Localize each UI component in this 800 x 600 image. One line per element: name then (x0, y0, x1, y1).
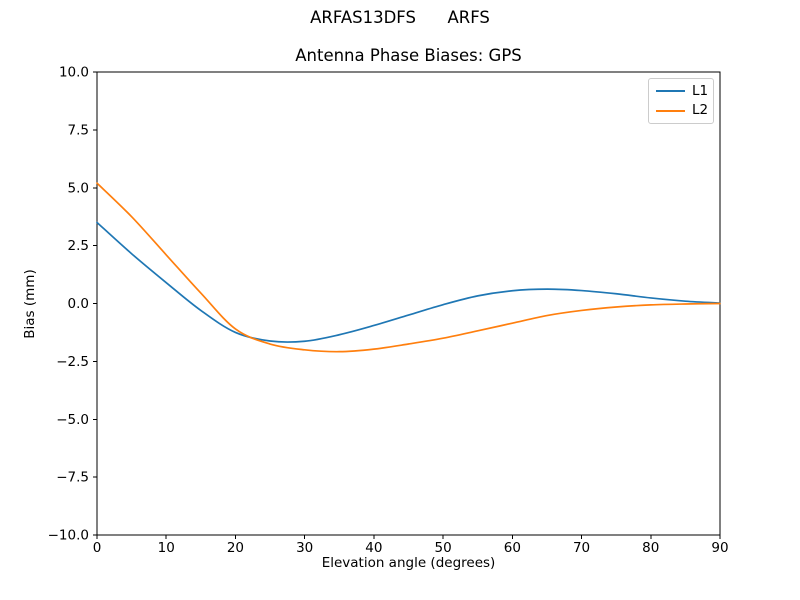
legend-entry-l2: L2 (656, 102, 709, 118)
legend-entry-l1: L1 (656, 82, 709, 99)
l1-line-swatch (656, 90, 685, 93)
y-tick-label: 10.0 (59, 65, 89, 81)
y-tick-label: −7.5 (56, 470, 89, 486)
x-tick-label: 0 (93, 540, 102, 556)
x-tick-label: 20 (227, 540, 244, 556)
x-tick-label: 50 (435, 540, 452, 556)
y-tick-label: 5.0 (68, 180, 89, 196)
x-tick-label: 70 (573, 540, 590, 556)
figure-suptitle: ARFAS13DFS ARFS (310, 8, 490, 27)
x-tick-label: 40 (365, 540, 382, 556)
legend-label-l1: L1 (692, 82, 709, 99)
y-axis-label: Bias (mm) (22, 269, 38, 339)
y-tick-label: 7.5 (68, 122, 89, 138)
y-tick-label: −2.5 (56, 354, 89, 370)
y-tick-label: 0.0 (68, 296, 89, 312)
l1-line (96, 221, 721, 343)
y-tick-label: 2.5 (68, 238, 89, 254)
legend-label-l2: L2 (692, 102, 709, 118)
x-tick-label: 90 (711, 540, 728, 556)
x-tick-label: 30 (296, 540, 313, 556)
x-tick-label: 10 (158, 540, 175, 556)
x-tick-label: 60 (504, 540, 521, 556)
y-tick-label: −10.0 (48, 528, 89, 544)
y-tick-label: −5.0 (56, 412, 89, 428)
x-tick-label: 80 (642, 540, 659, 556)
chart-title: Antenna Phase Biases: GPS (295, 46, 522, 65)
l2-line (96, 182, 721, 353)
x-axis-label: Elevation angle (degrees) (321, 555, 496, 571)
l2-line-swatch (656, 109, 685, 112)
legend: L1 L2 (648, 78, 714, 124)
